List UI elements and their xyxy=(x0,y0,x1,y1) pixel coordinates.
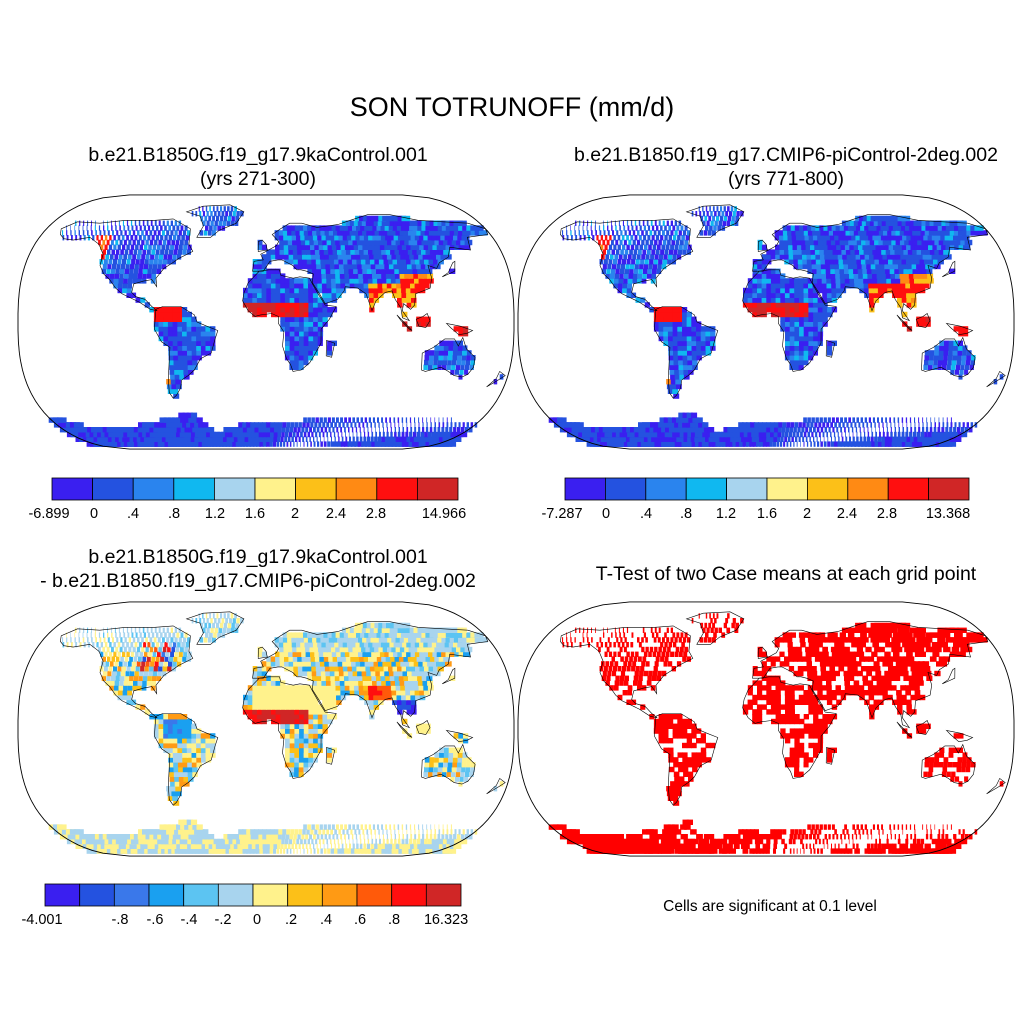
colorbar-swatch xyxy=(356,883,393,907)
colorbar-tick-label: 0 xyxy=(252,912,262,928)
panel-ttest-title: T-Test of two Case means at each grid po… xyxy=(595,563,977,585)
map-difference-cells xyxy=(48,613,504,854)
colorbar-swatch xyxy=(416,477,459,501)
colorbar-swatch xyxy=(645,477,687,501)
colorbar-tick-label: 14.966 xyxy=(421,506,467,522)
colorbar-swatch xyxy=(148,883,185,907)
map-ttest-globe-outline xyxy=(517,601,1015,857)
colorbar-difference xyxy=(44,883,462,907)
panel-case2-title-line1: b.e21.B1850.f19_g17.CMIP6-piControl-2deg… xyxy=(574,144,998,166)
map-case2-cells xyxy=(548,206,1004,447)
map-difference-coastlines xyxy=(60,611,506,806)
colorbar-tick-label: .4 xyxy=(639,506,653,522)
colorbar-swatch xyxy=(376,477,418,501)
colorbar-tick-label: .2 xyxy=(284,912,298,928)
colorbar-swatch xyxy=(321,883,358,907)
panel-case2-title: b.e21.B1850.f19_g17.CMIP6-piControl-2deg… xyxy=(516,143,1024,191)
colorbar-swatch xyxy=(213,477,256,501)
colorbar-swatch xyxy=(113,883,150,907)
colorbar-swatch xyxy=(928,477,970,501)
colorbar-tick-label: 2.8 xyxy=(365,506,387,522)
colorbar-swatch xyxy=(173,477,215,501)
colorbar-swatch xyxy=(183,883,219,907)
colorbar-swatch xyxy=(766,477,808,501)
colorbar-swatch xyxy=(564,477,606,501)
colorbar-swatch xyxy=(132,477,175,501)
colorbar-tick-label: -.2 xyxy=(214,912,232,928)
colorbar-swatch xyxy=(252,883,289,907)
colorbar-swatch xyxy=(425,883,462,907)
colorbar-tick-label: -.8 xyxy=(111,912,129,928)
colorbar-tick-label: -7.287 xyxy=(541,506,583,522)
panel-case1-title-line1: b.e21.B1850G.f19_g17.9kaControl.001 xyxy=(88,144,428,166)
panel-case1-title-line2: (yrs 271-300) xyxy=(200,168,316,190)
map-case2-coastlines xyxy=(560,204,1006,399)
colorbar-tick-label: 1.6 xyxy=(756,506,778,522)
panel-difference-title-line2: - b.e21.B1850.f19_g17.CMIP6-piControl-2d… xyxy=(40,570,476,592)
map-case2-globe-outline xyxy=(517,194,1015,450)
colorbar-tick-label: 2 xyxy=(290,506,300,522)
colorbar-swatch xyxy=(79,883,115,907)
colorbar-tick-label: 1.2 xyxy=(204,506,226,522)
colorbar-swatch xyxy=(685,477,727,501)
map-ttest-coastlines xyxy=(560,611,1006,806)
colorbar-swatch xyxy=(217,883,254,907)
map-difference xyxy=(17,601,515,857)
colorbar-swatch xyxy=(295,477,337,501)
colorbar-tick-label: .8 xyxy=(167,506,181,522)
map-difference-globe-outline xyxy=(17,601,515,857)
colorbar-tick-label: .8 xyxy=(387,912,401,928)
panel-difference-title-line1: b.e21.B1850G.f19_g17.9kaControl.001 xyxy=(88,546,428,568)
colorbar-tick-label: 2 xyxy=(802,506,812,522)
colorbar-tick-label: .8 xyxy=(679,506,693,522)
colorbar-tick-label: 2.4 xyxy=(325,506,347,522)
map-ttest xyxy=(517,601,1015,857)
map-case1-coastlines xyxy=(60,204,506,399)
colorbar-swatch xyxy=(847,477,889,501)
colorbar-swatch xyxy=(254,477,296,501)
colorbar-swatch xyxy=(726,477,768,501)
colorbar-tick-label: 1.2 xyxy=(715,506,737,522)
significance-note: Cells are significant at 0.1 level xyxy=(663,898,877,915)
figure-title: SON TOTRUNOFF (mm/d) xyxy=(349,92,675,122)
colorbar-swatch xyxy=(335,477,378,501)
colorbar-tick-label: .4 xyxy=(319,912,333,928)
colorbar-swatch xyxy=(887,477,930,501)
colorbar-case1 xyxy=(51,477,459,501)
colorbar-tick-label: -6.899 xyxy=(28,506,70,522)
colorbar-tick-label: 13.368 xyxy=(925,506,971,522)
map-case2 xyxy=(517,194,1015,450)
colorbar-tick-label: 2.8 xyxy=(876,506,898,522)
colorbar-tick-label: 0 xyxy=(601,506,611,522)
colorbar-swatch xyxy=(44,883,81,907)
map-case1-cells xyxy=(48,206,504,447)
colorbar-tick-label: 1.6 xyxy=(244,506,266,522)
colorbar-tick-label: 6.323 xyxy=(431,912,469,928)
colorbar-tick-label: -.6 xyxy=(146,912,164,928)
colorbar-swatch xyxy=(806,477,849,501)
colorbar-swatch xyxy=(51,477,93,501)
map-case1-globe-outline xyxy=(17,194,515,450)
colorbar-tick-label: 1 xyxy=(423,912,433,928)
panel-difference-title: b.e21.B1850G.f19_g17.9kaControl.001 - b.… xyxy=(0,545,556,593)
colorbar-tick-label: -4.001 xyxy=(21,912,63,928)
map-case1 xyxy=(17,194,515,450)
colorbar-swatch xyxy=(605,477,647,501)
colorbar-tick-label: 0 xyxy=(89,506,99,522)
colorbar-swatch xyxy=(287,883,323,907)
colorbar-tick-label: .6 xyxy=(353,912,367,928)
panel-case2-title-line2: (yrs 771-800) xyxy=(728,168,844,190)
colorbar-tick-label: 2.4 xyxy=(836,506,858,522)
colorbar-tick-label: .4 xyxy=(126,506,140,522)
colorbar-swatch xyxy=(391,883,427,907)
colorbar-tick-label: -.4 xyxy=(180,912,198,928)
colorbar-swatch xyxy=(92,477,134,501)
map-ttest-cells xyxy=(548,613,1004,854)
colorbar-case2 xyxy=(564,477,970,501)
panel-case1-title: b.e21.B1850G.f19_g17.9kaControl.001 (yrs… xyxy=(0,143,516,191)
